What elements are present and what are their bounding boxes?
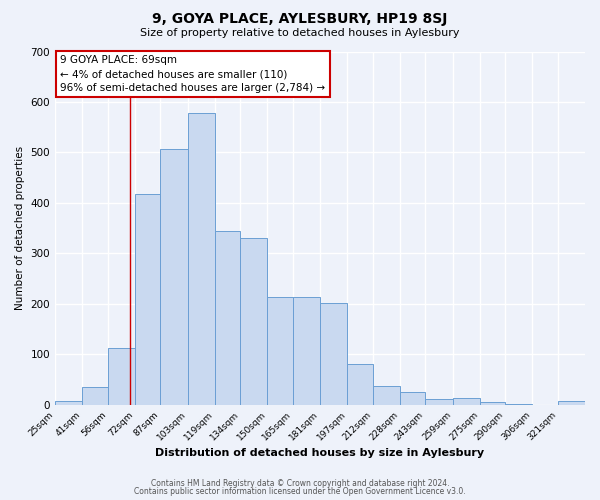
Bar xyxy=(268,298,293,405)
Bar xyxy=(558,402,585,405)
Bar xyxy=(107,348,135,405)
Bar xyxy=(82,388,107,405)
Bar xyxy=(188,113,215,405)
Bar xyxy=(215,231,240,405)
Text: 9, GOYA PLACE, AYLESBURY, HP19 8SJ: 9, GOYA PLACE, AYLESBURY, HP19 8SJ xyxy=(152,12,448,26)
Text: Contains public sector information licensed under the Open Government Licence v3: Contains public sector information licen… xyxy=(134,487,466,496)
Text: Contains HM Land Registry data © Crown copyright and database right 2024.: Contains HM Land Registry data © Crown c… xyxy=(151,478,449,488)
X-axis label: Distribution of detached houses by size in Aylesbury: Distribution of detached houses by size … xyxy=(155,448,485,458)
Bar xyxy=(373,386,400,405)
Bar xyxy=(55,401,82,405)
Text: 9 GOYA PLACE: 69sqm
← 4% of detached houses are smaller (110)
96% of semi-detach: 9 GOYA PLACE: 69sqm ← 4% of detached hou… xyxy=(61,55,325,93)
Y-axis label: Number of detached properties: Number of detached properties xyxy=(15,146,25,310)
Bar xyxy=(425,399,452,405)
Bar xyxy=(505,404,532,405)
Bar xyxy=(479,402,505,405)
Bar xyxy=(293,298,320,405)
Bar xyxy=(160,149,188,405)
Bar xyxy=(320,303,347,405)
Bar xyxy=(135,194,160,405)
Bar xyxy=(452,398,479,405)
Bar xyxy=(400,392,425,405)
Bar xyxy=(240,238,268,405)
Bar xyxy=(347,364,373,405)
Text: Size of property relative to detached houses in Aylesbury: Size of property relative to detached ho… xyxy=(140,28,460,38)
